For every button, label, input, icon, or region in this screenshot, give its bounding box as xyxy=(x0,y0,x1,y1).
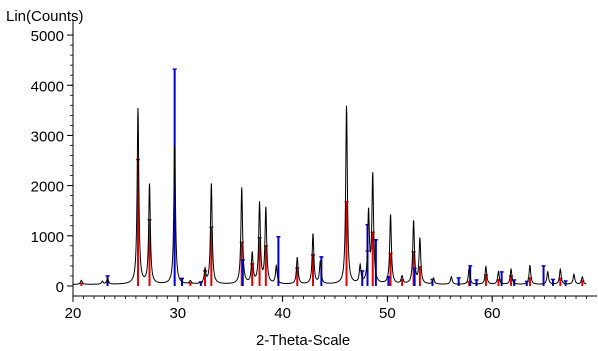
x-tick-label: 40 xyxy=(274,305,291,322)
y-tick-label: 1000 xyxy=(31,229,64,246)
y-axis-title: Lin(Counts) xyxy=(6,8,84,25)
y-tick-label: 2000 xyxy=(31,179,64,196)
y-tick-label: 4000 xyxy=(31,78,64,95)
y-tick-label: 0 xyxy=(56,279,64,296)
x-tick-label: 30 xyxy=(169,305,186,322)
axes-layer: 0 1000 2000 3000 4000 5000 20 30 40 50 60 xyxy=(31,20,597,322)
reference-sticks-layer xyxy=(79,68,585,286)
x-axis-title: 2-Theta-Scale xyxy=(256,332,351,349)
y-tick-label: 5000 xyxy=(31,28,64,45)
x-tick-label: 50 xyxy=(379,305,396,322)
pattern-line xyxy=(73,105,587,285)
x-tick-label: 60 xyxy=(484,305,501,322)
x-tick-label: 20 xyxy=(65,305,82,322)
y-tick-label: 3000 xyxy=(31,128,64,145)
pattern-curve-layer xyxy=(73,105,587,285)
